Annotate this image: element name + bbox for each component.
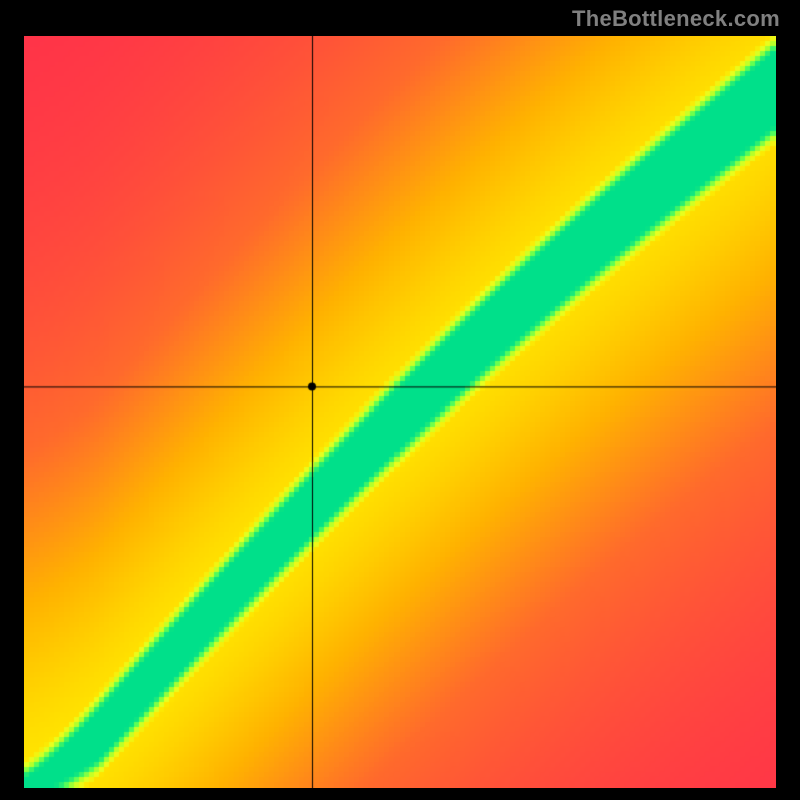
watermark-text: TheBottleneck.com	[572, 6, 780, 32]
heatmap-canvas	[24, 36, 776, 788]
heatmap-plot	[24, 36, 776, 788]
